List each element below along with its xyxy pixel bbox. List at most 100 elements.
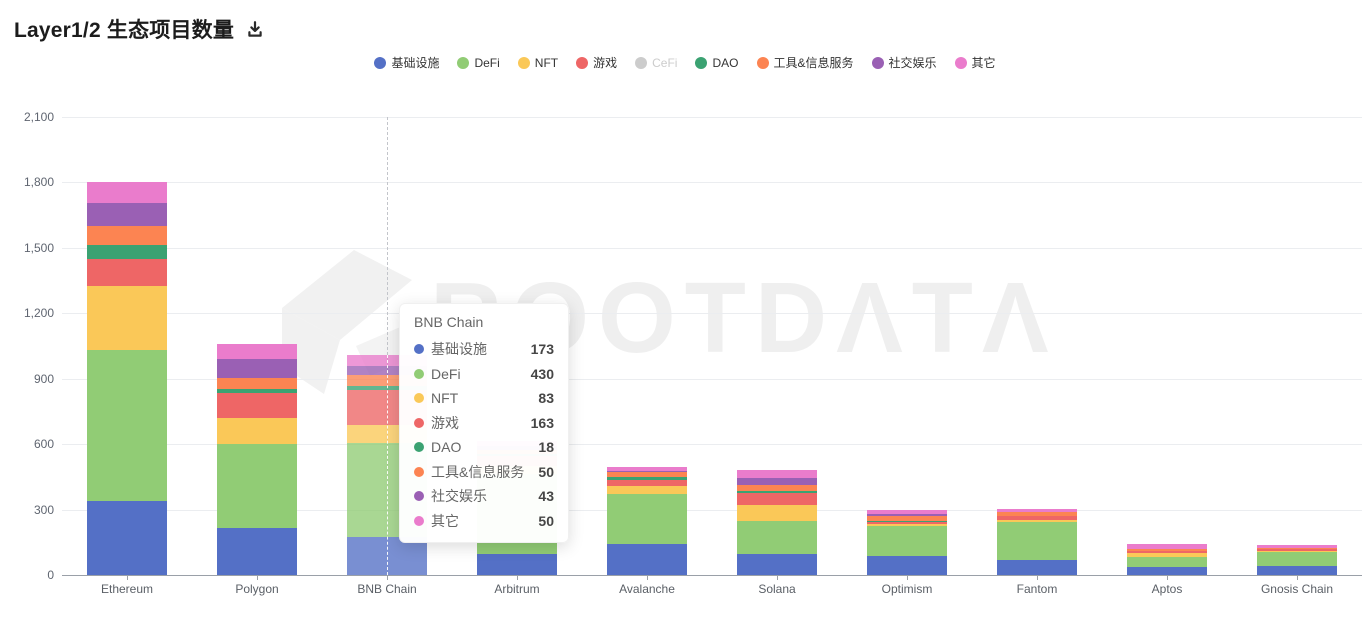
legend-label: CeFi — [652, 55, 678, 70]
bar-Solana[interactable] — [737, 469, 817, 575]
bar-segment-DeFi[interactable] — [1127, 557, 1207, 568]
bar-segment-DeFi[interactable] — [607, 493, 687, 544]
bar-segment-DAO[interactable] — [217, 388, 297, 393]
bar-segment-工具&信息服务[interactable] — [87, 225, 167, 245]
bar-segment-其它[interactable] — [87, 181, 167, 203]
y-axis-tick-label: 1,200 — [23, 306, 54, 321]
bar-Gnosis Chain[interactable] — [1257, 545, 1337, 575]
tooltip-series-label: 社交娱乐 — [431, 488, 487, 505]
legend-item-社交娱乐[interactable]: 社交娱乐 — [871, 54, 937, 71]
bar-segment-游戏[interactable] — [1127, 550, 1207, 553]
bar-segment-其它[interactable] — [1257, 545, 1337, 548]
bar-segment-基础设施[interactable] — [1127, 567, 1207, 575]
bar-segment-NFT[interactable] — [1257, 551, 1337, 553]
x-axis-tick — [1037, 575, 1038, 580]
bar-Ethereum[interactable] — [87, 181, 167, 575]
legend-item-CeFi[interactable]: CeFi — [635, 56, 677, 70]
bar-segment-其它[interactable] — [607, 466, 687, 471]
bar-segment-其它[interactable] — [1127, 544, 1207, 549]
bar-segment-DAO[interactable] — [607, 477, 687, 480]
bar-segment-游戏[interactable] — [737, 493, 817, 506]
bar-segment-工具&信息服务[interactable] — [217, 378, 297, 389]
bar-segment-游戏[interactable] — [217, 392, 297, 419]
bar-segment-基础设施[interactable] — [1257, 565, 1337, 575]
bar-Avalanche[interactable] — [607, 466, 687, 575]
legend-item-工具&信息服务[interactable]: 工具&信息服务 — [756, 54, 854, 71]
bar-Polygon[interactable] — [217, 343, 297, 575]
bar-segment-基础设施[interactable] — [737, 553, 817, 575]
chart-header: Layer1/2 生态项目数量 — [14, 14, 266, 44]
legend-item-DAO[interactable]: DAO — [695, 55, 739, 70]
tooltip: BNB Chain 基础设施 173 DeFi 430 NFT 83 游戏 163 DAO 18 工… — [399, 303, 569, 543]
bar-segment-其它[interactable] — [737, 469, 817, 478]
bar-segment-工具&信息服务[interactable] — [607, 471, 687, 478]
bar-segment-DAO[interactable] — [737, 490, 817, 494]
bar-segment-DeFi[interactable] — [87, 350, 167, 501]
bar-segment-社交娱乐[interactable] — [737, 477, 817, 486]
bar-segment-游戏[interactable] — [87, 259, 167, 286]
x-axis-tick — [907, 575, 908, 580]
bar-segment-NFT[interactable] — [867, 524, 947, 527]
bar-segment-其它[interactable] — [867, 510, 947, 514]
bar-segment-游戏[interactable] — [607, 479, 687, 487]
bar-segment-工具&信息服务[interactable] — [867, 516, 947, 522]
legend-item-游戏[interactable]: 游戏 — [576, 54, 617, 71]
bar-segment-工具&信息服务[interactable] — [1257, 547, 1337, 550]
bar-segment-其它[interactable] — [217, 343, 297, 359]
bar-segment-社交娱乐[interactable] — [87, 202, 167, 226]
bar-segment-NFT[interactable] — [217, 418, 297, 445]
bar-segment-游戏[interactable] — [867, 521, 947, 525]
bar-segment-工具&信息服务[interactable] — [1127, 548, 1207, 551]
legend-dot-icon — [635, 56, 648, 69]
legend-item-DeFi[interactable]: DeFi — [457, 56, 500, 70]
bar-segment-DeFi[interactable] — [737, 521, 817, 554]
bar-segment-社交娱乐[interactable] — [607, 470, 687, 472]
y-axis-tick-label: 1,500 — [23, 240, 54, 255]
bar-segment-基础设施[interactable] — [217, 528, 297, 575]
x-axis-tick-label: BNB Chain — [357, 582, 417, 596]
bar-segment-NFT[interactable] — [737, 505, 817, 522]
legend-dot-icon — [756, 56, 769, 69]
bar-Optimism[interactable] — [867, 510, 947, 575]
bar-Aptos[interactable] — [1127, 544, 1207, 575]
bar-segment-社交娱乐[interactable] — [217, 358, 297, 379]
x-axis-tick — [127, 575, 128, 580]
bar-segment-DeFi[interactable] — [217, 444, 297, 529]
bar-segment-DeFi[interactable] — [1257, 552, 1337, 566]
bar-segment-社交娱乐[interactable] — [867, 513, 947, 517]
bar-segment-基础设施[interactable] — [997, 560, 1077, 575]
bar-segment-NFT[interactable] — [607, 486, 687, 494]
bar-segment-工具&信息服务[interactable] — [737, 485, 817, 491]
x-axis-tick-label: Optimism — [881, 582, 933, 596]
legend-dot-icon — [517, 56, 530, 69]
bar-segment-DeFi[interactable] — [997, 521, 1077, 561]
bar-Fantom[interactable] — [997, 509, 1077, 575]
x-axis-tick-label: Arbitrum — [494, 582, 540, 596]
legend-label: DAO — [712, 55, 739, 70]
tooltip-series-label: DAO — [431, 439, 462, 456]
bar-segment-游戏[interactable] — [997, 516, 1077, 520]
x-axis-tick-label: Solana — [758, 582, 796, 596]
legend-item-NFT[interactable]: NFT — [517, 56, 558, 70]
bar-segment-其它[interactable] — [997, 509, 1077, 512]
bar-segment-基础设施[interactable] — [477, 554, 557, 575]
bar-segment-NFT[interactable] — [87, 285, 167, 351]
bar-segment-NFT[interactable] — [1127, 552, 1207, 558]
legend-item-基础设施[interactable]: 基础设施 — [374, 54, 439, 71]
tooltip-series-dot-icon — [414, 442, 424, 453]
bar-segment-DAO[interactable] — [87, 244, 167, 260]
x-axis-tick — [1167, 575, 1168, 580]
bar-segment-基础设施[interactable] — [607, 543, 687, 575]
bar-segment-DeFi[interactable] — [867, 526, 947, 557]
tooltip-series-value: 50 — [538, 512, 554, 529]
bar-segment-工具&信息服务[interactable] — [997, 512, 1077, 516]
bar-segment-基础设施[interactable] — [867, 556, 947, 575]
x-axis-tick — [387, 575, 388, 580]
bar-segment-游戏[interactable] — [1257, 549, 1337, 552]
tooltip-row: 基础设施 173 — [414, 337, 554, 362]
download-icon[interactable] — [244, 18, 266, 40]
legend-item-其它[interactable]: 其它 — [954, 54, 996, 71]
bar-segment-NFT[interactable] — [997, 520, 1077, 522]
page-title: Layer1/2 生态项目数量 — [14, 19, 235, 42]
bar-segment-基础设施[interactable] — [87, 500, 167, 575]
